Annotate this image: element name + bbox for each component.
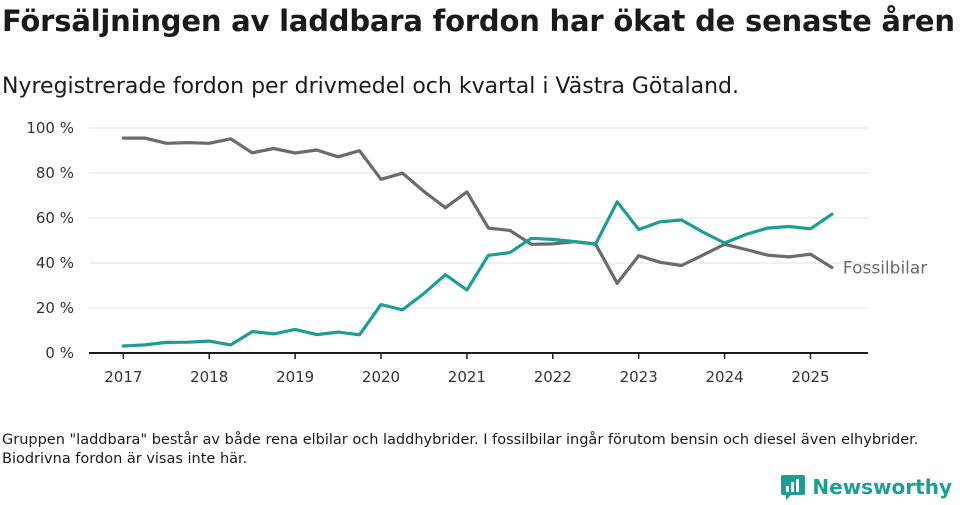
brand-name: Newsworthy (812, 475, 952, 499)
series-line-1 (121, 200, 834, 348)
y-tick-label: 80 % (36, 164, 74, 182)
y-axis-ticks: 0 % 20 % 40 % 60 % 80 % 100 % (26, 119, 74, 362)
x-tick-label: 2022 (534, 368, 572, 386)
x-tick-label: 2024 (705, 368, 743, 386)
y-tick-label: 60 % (36, 209, 74, 227)
chart-subtitle: Nyregistrerade fordon per drivmedel och … (2, 74, 739, 99)
x-tick-label: 2025 (791, 368, 829, 386)
y-tick-label: 100 % (26, 119, 74, 137)
brand-logo[interactable]: Newsworthy (780, 473, 952, 501)
y-tick-label: 40 % (36, 254, 74, 272)
series-line-0 (121, 136, 834, 285)
footnote: Gruppen "laddbara" består av både rena e… (2, 432, 919, 467)
x-tick-label: 2019 (276, 368, 314, 386)
gridlines (89, 127, 868, 309)
x-tick-label: 2021 (448, 368, 486, 386)
series-label: Fossilbilar (843, 259, 927, 279)
series-labels: Fossilbilar (843, 259, 927, 279)
x-tick-label: 2020 (362, 368, 400, 386)
y-tick-label: 0 % (45, 344, 74, 362)
line-chart: 0 % 20 % 40 % 60 % 80 % 100 % 2017 2018 2019 202… (26, 119, 927, 386)
x-tick-label: 2023 (620, 368, 658, 386)
y-tick-label: 20 % (36, 299, 74, 317)
newsworthy-logo-icon (781, 475, 806, 500)
chart-title: Försäljningen av laddbara fordon har öka… (2, 4, 955, 38)
x-tick-label: 2017 (104, 368, 142, 386)
x-tick-label: 2018 (190, 368, 228, 386)
series-lines (121, 136, 834, 348)
x-axis-ticks: 2017 2018 2019 2020 2021 2022 2023 2024 2025 (89, 352, 868, 386)
